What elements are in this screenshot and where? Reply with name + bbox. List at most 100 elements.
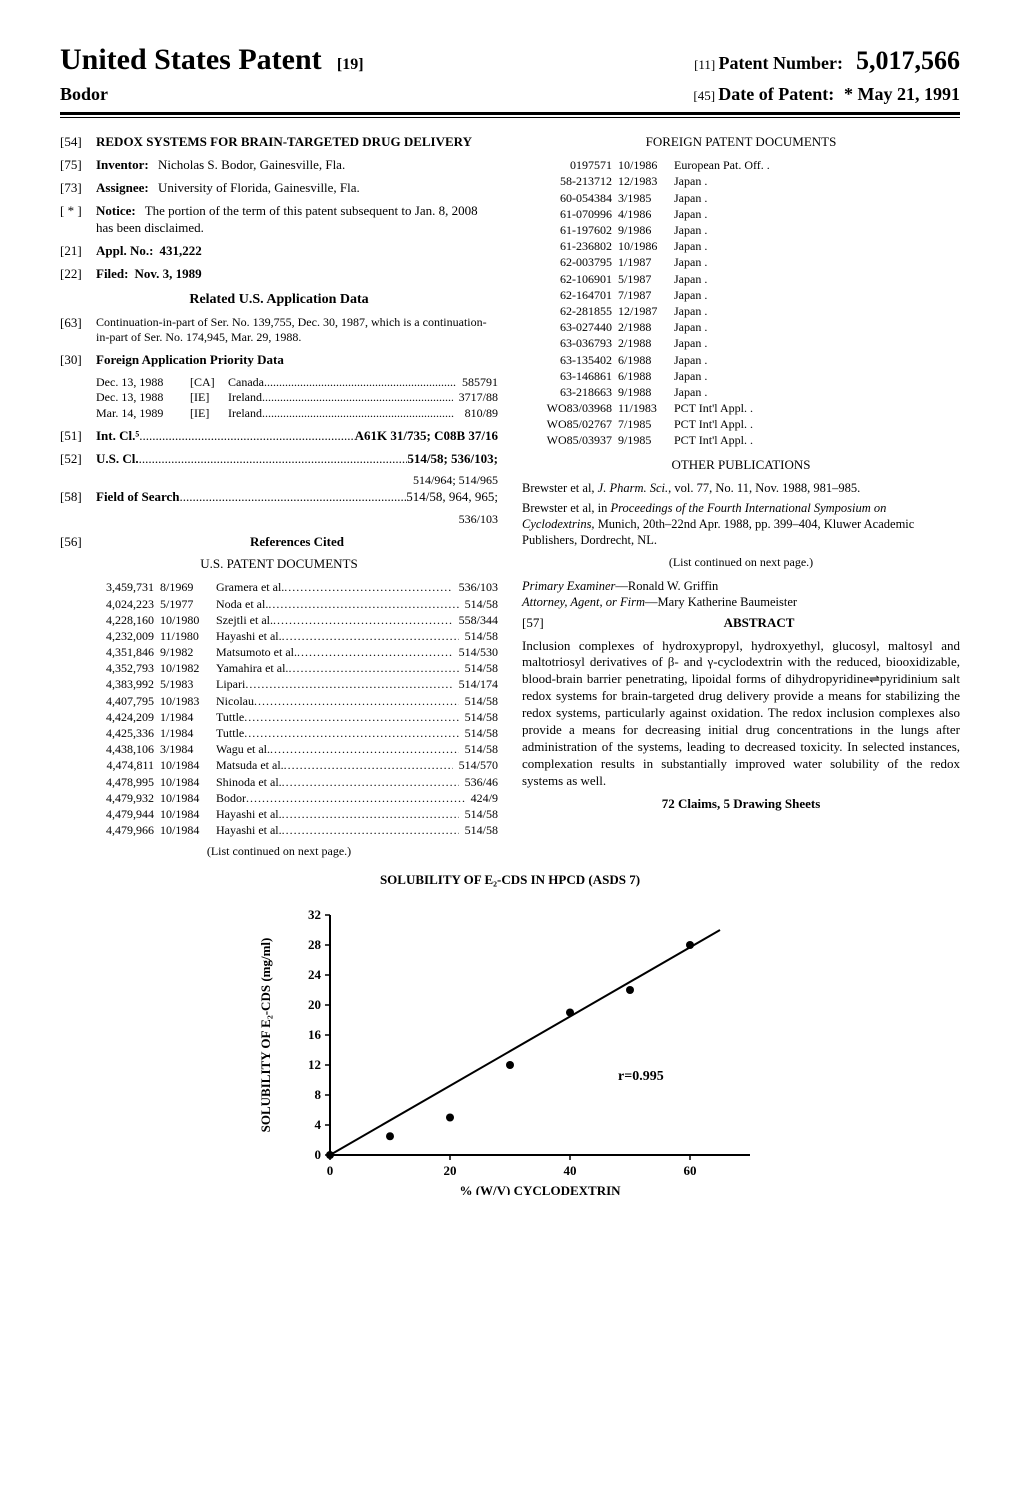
foreign-ref-row: 62-1069015/1987Japan . bbox=[522, 271, 960, 287]
appl-row: [21] Appl. No.: 431,222 bbox=[60, 243, 498, 260]
title-code: [54] bbox=[60, 134, 96, 151]
inventor-row: [75] Inventor: Nicholas S. Bodor, Gaines… bbox=[60, 157, 498, 174]
foreign-ref-row: 60-0543843/1985Japan . bbox=[522, 190, 960, 206]
patent-ref-row: 4,438,1063/1984Wagu et al.514/58 bbox=[96, 741, 498, 757]
appl-no: 431,222 bbox=[159, 243, 201, 260]
uscl-row: [52] U.S. Cl. 514/58; 536/103; bbox=[60, 451, 498, 468]
svg-text:12: 12 bbox=[308, 1057, 321, 1072]
refs-heading-row: [56] References Cited bbox=[60, 534, 498, 551]
svg-text:60: 60 bbox=[684, 1163, 697, 1178]
svg-text:8: 8 bbox=[315, 1087, 322, 1102]
svg-text:SOLUBILITY OF E₂-CDS (mg/ml): SOLUBILITY OF E₂-CDS (mg/ml) bbox=[258, 937, 273, 1132]
filed-row: [22] Filed: Nov. 3, 1989 bbox=[60, 266, 498, 283]
svg-text:4: 4 bbox=[315, 1117, 322, 1132]
related-heading: Related U.S. Application Data bbox=[60, 291, 498, 309]
body-columns: [54] REDOX SYSTEMS FOR BRAIN-TARGETED DR… bbox=[60, 134, 960, 860]
patent-ref-row: 4,474,81110/1984Matsuda et al.514/570 bbox=[96, 757, 498, 773]
foreign-priority-heading-row: [30] Foreign Application Priority Data bbox=[60, 352, 498, 369]
filed-date: Nov. 3, 1989 bbox=[135, 266, 202, 283]
author: Bodor bbox=[60, 83, 108, 106]
foreign-ref-row: WO85/039379/1985PCT Int'l Appl. . bbox=[522, 432, 960, 448]
foreign-list: 019757110/1986European Pat. Off. .58-213… bbox=[522, 157, 960, 448]
list-continued-right: (List continued on next page.) bbox=[522, 555, 960, 571]
solubility-chart: 0481216202428320204060r=0.995% (W/V) CYC… bbox=[240, 895, 780, 1195]
patent-ref-row: 4,232,00911/1980Hayashi et al.514/58 bbox=[96, 628, 498, 644]
patent-ref-row: 4,479,94410/1984Hayashi et al.514/58 bbox=[96, 806, 498, 822]
svg-text:0: 0 bbox=[315, 1147, 322, 1162]
patent-number-label: Patent Number: bbox=[719, 53, 843, 73]
svg-text:28: 28 bbox=[308, 937, 322, 952]
notice: The portion of the term of this patent s… bbox=[96, 203, 478, 235]
priority-list: Dec. 13, 1988[CA]Canada585791Dec. 13, 19… bbox=[96, 375, 498, 422]
patent-ref-row: 4,024,2235/1977Noda et al.514/58 bbox=[96, 596, 498, 612]
patent-ref-row: 3,459,7318/1969Gramera et al.536/103 bbox=[96, 579, 498, 595]
foreign-ref-row: 61-1976029/1986Japan . bbox=[522, 222, 960, 238]
examiner-row: Primary Examiner—Ronald W. Griffin bbox=[522, 578, 960, 594]
attorney-row: Attorney, Agent, or Firm—Mary Katherine … bbox=[522, 594, 960, 610]
foreign-heading: FOREIGN PATENT DOCUMENTS bbox=[522, 134, 960, 151]
header-bottom-row: Bodor [45] Date of Patent: * May 21, 199… bbox=[60, 83, 960, 106]
foreign-ref-row: 63-1354026/1988Japan . bbox=[522, 352, 960, 368]
patent-title-code: [19] bbox=[337, 56, 364, 73]
foreign-ref-row: 62-28185512/1987Japan . bbox=[522, 303, 960, 319]
svg-text:0: 0 bbox=[327, 1163, 334, 1178]
svg-text:32: 32 bbox=[308, 907, 321, 922]
priority-row: Dec. 13, 1988[IE]Ireland3717/88 bbox=[96, 390, 498, 406]
us-patent-heading: U.S. PATENT DOCUMENTS bbox=[60, 556, 498, 573]
intcl-row: [51] Int. Cl.⁵ A61K 31/735; C08B 37/16 bbox=[60, 428, 498, 445]
foreign-ref-row: 58-21371212/1983Japan . bbox=[522, 173, 960, 189]
notice-row: [ * ] Notice: The portion of the term of… bbox=[60, 203, 498, 237]
rule-thick bbox=[60, 112, 960, 115]
other-pubs-heading: OTHER PUBLICATIONS bbox=[522, 457, 960, 474]
inventor: Nicholas S. Bodor, Gainesville, Fla. bbox=[158, 157, 345, 172]
foreign-ref-row: 61-23680210/1986Japan . bbox=[522, 238, 960, 254]
right-column: FOREIGN PATENT DOCUMENTS 019757110/1986E… bbox=[522, 134, 960, 860]
left-column: [54] REDOX SYSTEMS FOR BRAIN-TARGETED DR… bbox=[60, 134, 498, 860]
svg-text:24: 24 bbox=[308, 967, 322, 982]
svg-text:r=0.995: r=0.995 bbox=[618, 1069, 664, 1084]
assignee-row: [73] Assignee: University of Florida, Ga… bbox=[60, 180, 498, 197]
svg-text:% (W/V) CYCLODEXTRIN: % (W/V) CYCLODEXTRIN bbox=[459, 1183, 621, 1195]
patent-ref-row: 4,424,2091/1984Tuttle514/58 bbox=[96, 709, 498, 725]
abstract-text: Inclusion complexes of hydroxypropyl, hy… bbox=[522, 638, 960, 790]
foreign-ref-row: 62-1647017/1987Japan . bbox=[522, 287, 960, 303]
abstract-heading-row: [57] ABSTRACT bbox=[522, 615, 960, 632]
foreign-ref-row: 019757110/1986European Pat. Off. . bbox=[522, 157, 960, 173]
foreign-ref-row: 61-0709964/1986Japan . bbox=[522, 206, 960, 222]
patent-ref-row: 4,383,9925/1983Lipari514/174 bbox=[96, 676, 498, 692]
svg-text:40: 40 bbox=[564, 1163, 577, 1178]
patent-ref-row: 4,479,93210/1984Bodor424/9 bbox=[96, 790, 498, 806]
patent-ref-row: 4,352,79310/1982Yamahira et al.514/58 bbox=[96, 660, 498, 676]
patent-number: 5,017,566 bbox=[856, 46, 960, 75]
svg-text:16: 16 bbox=[308, 1027, 322, 1042]
continuation-row: [63] Continuation-in-part of Ser. No. 13… bbox=[60, 315, 498, 346]
foreign-ref-row: 63-1468616/1988Japan . bbox=[522, 368, 960, 384]
patent-number-code: [11] bbox=[694, 57, 715, 72]
rule-thin bbox=[60, 117, 960, 118]
priority-row: Dec. 13, 1988[CA]Canada585791 bbox=[96, 375, 498, 391]
header-top-row: United States Patent [19] [11] Patent Nu… bbox=[60, 40, 960, 79]
publications: Brewster et al, J. Pharm. Sci., vol. 77,… bbox=[522, 480, 960, 549]
date-code: [45] bbox=[693, 88, 715, 103]
field-search-row: [58] Field of Search 514/58, 964, 965; bbox=[60, 489, 498, 506]
continuation: Continuation-in-part of Ser. No. 139,755… bbox=[96, 315, 498, 346]
priority-row: Mar. 14, 1989[IE]Ireland810/89 bbox=[96, 406, 498, 422]
date-value: * May 21, 1991 bbox=[844, 84, 960, 104]
patent-ref-row: 4,425,3361/1984Tuttle514/58 bbox=[96, 725, 498, 741]
claims-line: 72 Claims, 5 Drawing Sheets bbox=[522, 796, 960, 813]
assignee: University of Florida, Gainesville, Fla. bbox=[158, 180, 360, 195]
patent-title: United States Patent bbox=[60, 43, 322, 76]
chart-wrapper: SOLUBILITY OF E₂-CDS IN HPCD (ASDS 7) 0 4… bbox=[60, 872, 960, 1195]
foreign-ref-row: 63-2186639/1988Japan . bbox=[522, 384, 960, 400]
chart-title: SOLUBILITY OF E₂-CDS IN HPCD (ASDS 7) bbox=[60, 872, 960, 889]
foreign-ref-row: 63-0367932/1988Japan . bbox=[522, 335, 960, 351]
patent-ref-row: 4,479,96610/1984Hayashi et al.514/58 bbox=[96, 822, 498, 838]
patent-ref-row: 4,228,16010/1980Szejtli et al.558/344 bbox=[96, 612, 498, 628]
invention-title-row: [54] REDOX SYSTEMS FOR BRAIN-TARGETED DR… bbox=[60, 134, 498, 151]
patent-ref-row: 4,478,99510/1984Shinoda et al.536/46 bbox=[96, 774, 498, 790]
date-label: Date of Patent: bbox=[718, 84, 834, 104]
patent-ref-row: 4,407,79510/1983Nicolau514/58 bbox=[96, 693, 498, 709]
foreign-ref-row: 62-0037951/1987Japan . bbox=[522, 254, 960, 270]
foreign-ref-row: 63-0274402/1988Japan . bbox=[522, 319, 960, 335]
invention-title: REDOX SYSTEMS FOR BRAIN-TARGETED DRUG DE… bbox=[96, 134, 472, 151]
